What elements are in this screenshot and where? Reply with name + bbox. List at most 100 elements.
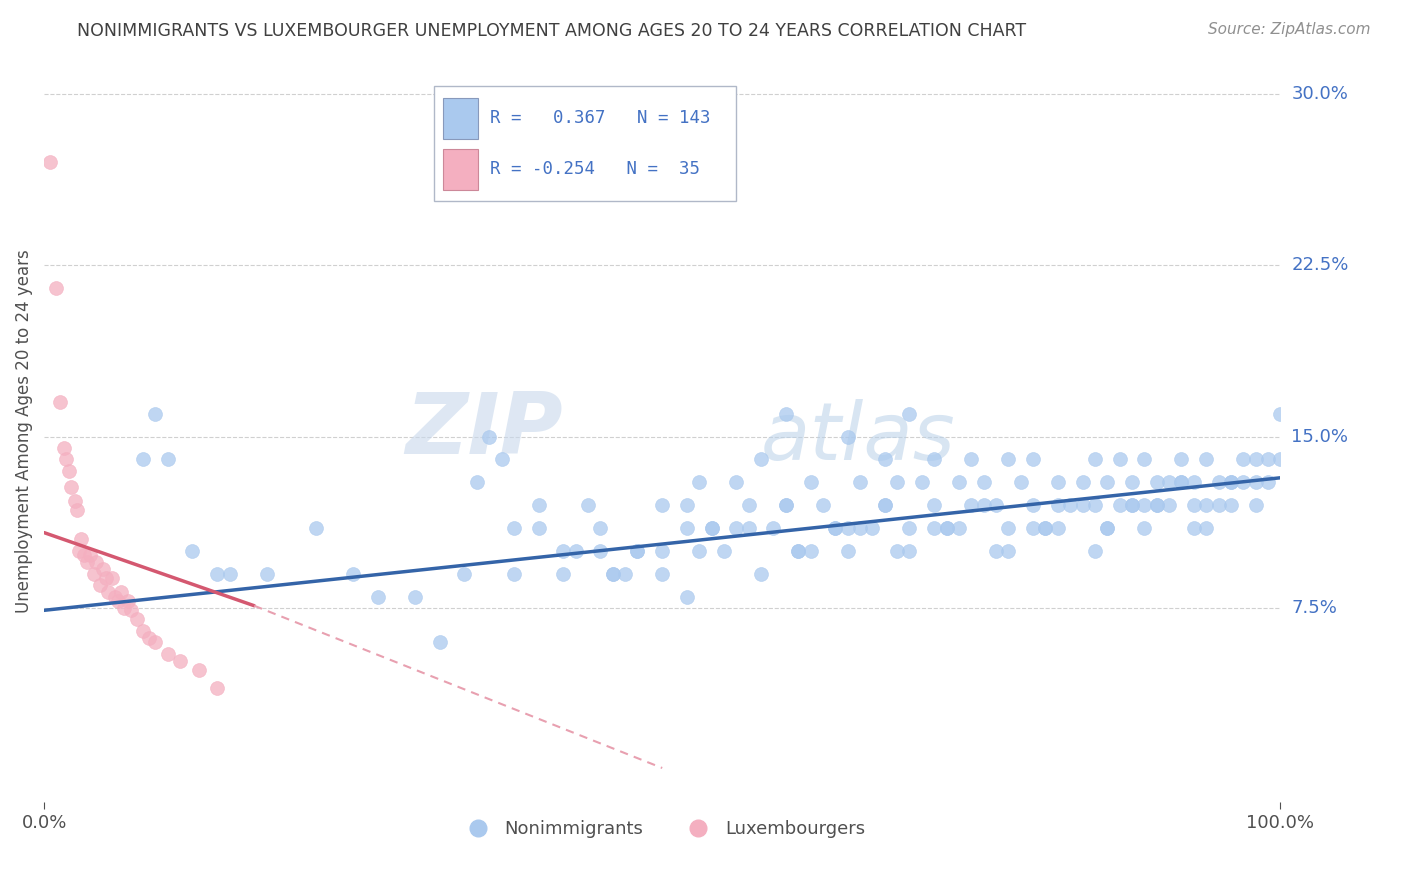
Point [58,464,80,478]
Point [738,521,761,535]
Text: 30.0%: 30.0% [1292,85,1348,103]
Point [837,430,859,444]
Point [688,475,710,490]
Point [553,566,575,581]
Point [404,590,426,604]
Point [997,544,1019,558]
Point [738,498,761,512]
Point [898,544,921,558]
Point [700,521,723,535]
Point [491,452,513,467]
Point [960,498,983,512]
Point [502,521,524,535]
Point [553,544,575,558]
Point [97,585,120,599]
Point [218,566,240,581]
Point [70,533,93,547]
Point [73,549,96,563]
Point [997,521,1019,535]
Point [52,441,75,455]
Point [101,571,124,585]
Point [1257,475,1279,490]
Point [256,566,278,581]
Point [1146,498,1168,512]
Point [1157,498,1180,512]
Point [107,594,129,608]
Point [800,544,823,558]
Point [1084,498,1107,512]
Point [1071,475,1094,490]
Point [1270,407,1292,421]
Point [169,654,191,668]
Point [1232,452,1254,467]
Point [156,647,179,661]
Text: Source: ZipAtlas.com: Source: ZipAtlas.com [1208,22,1371,37]
Point [1121,498,1143,512]
Point [775,498,797,512]
Text: R = -0.254   N =  35: R = -0.254 N = 35 [491,160,700,178]
Point [1232,475,1254,490]
Point [688,544,710,558]
Point [762,521,785,535]
FancyBboxPatch shape [443,98,478,139]
Point [63,493,86,508]
Point [860,521,883,535]
Point [79,549,101,563]
Point [93,562,115,576]
Point [749,452,772,467]
Point [1108,498,1130,512]
Point [138,631,160,645]
Point [873,498,896,512]
Point [1084,452,1107,467]
Point [527,521,550,535]
Point [89,578,111,592]
Point [564,544,586,558]
Point [103,590,125,604]
Point [76,555,98,569]
Point [800,475,823,490]
FancyBboxPatch shape [443,149,478,190]
Point [775,407,797,421]
Point [589,521,612,535]
Point [156,452,179,467]
Point [1010,475,1032,490]
Point [948,475,970,490]
Point [973,475,995,490]
Point [305,521,328,535]
Point [114,601,136,615]
Point [1046,498,1069,512]
Point [429,635,451,649]
Point [145,407,167,421]
Point [132,452,155,467]
Point [132,624,155,638]
Point [1108,452,1130,467]
Point [1097,521,1119,535]
Point [1022,452,1045,467]
Point [342,566,364,581]
Point [935,521,957,535]
Point [911,475,934,490]
Point [1219,475,1241,490]
Point [1195,498,1218,512]
Point [886,544,908,558]
Point [55,452,77,467]
Point [1208,498,1230,512]
Point [676,590,699,604]
Point [824,521,846,535]
Point [997,452,1019,467]
Point [187,663,209,677]
Point [626,544,648,558]
Point [898,407,921,421]
Point [117,594,139,608]
Point [83,566,105,581]
Point [873,498,896,512]
Point [787,544,810,558]
Point [1182,521,1205,535]
Text: 22.5%: 22.5% [1292,256,1348,274]
Point [922,452,945,467]
Point [849,475,872,490]
Point [922,521,945,535]
Point [725,521,748,535]
Point [626,544,648,558]
Point [1071,498,1094,512]
